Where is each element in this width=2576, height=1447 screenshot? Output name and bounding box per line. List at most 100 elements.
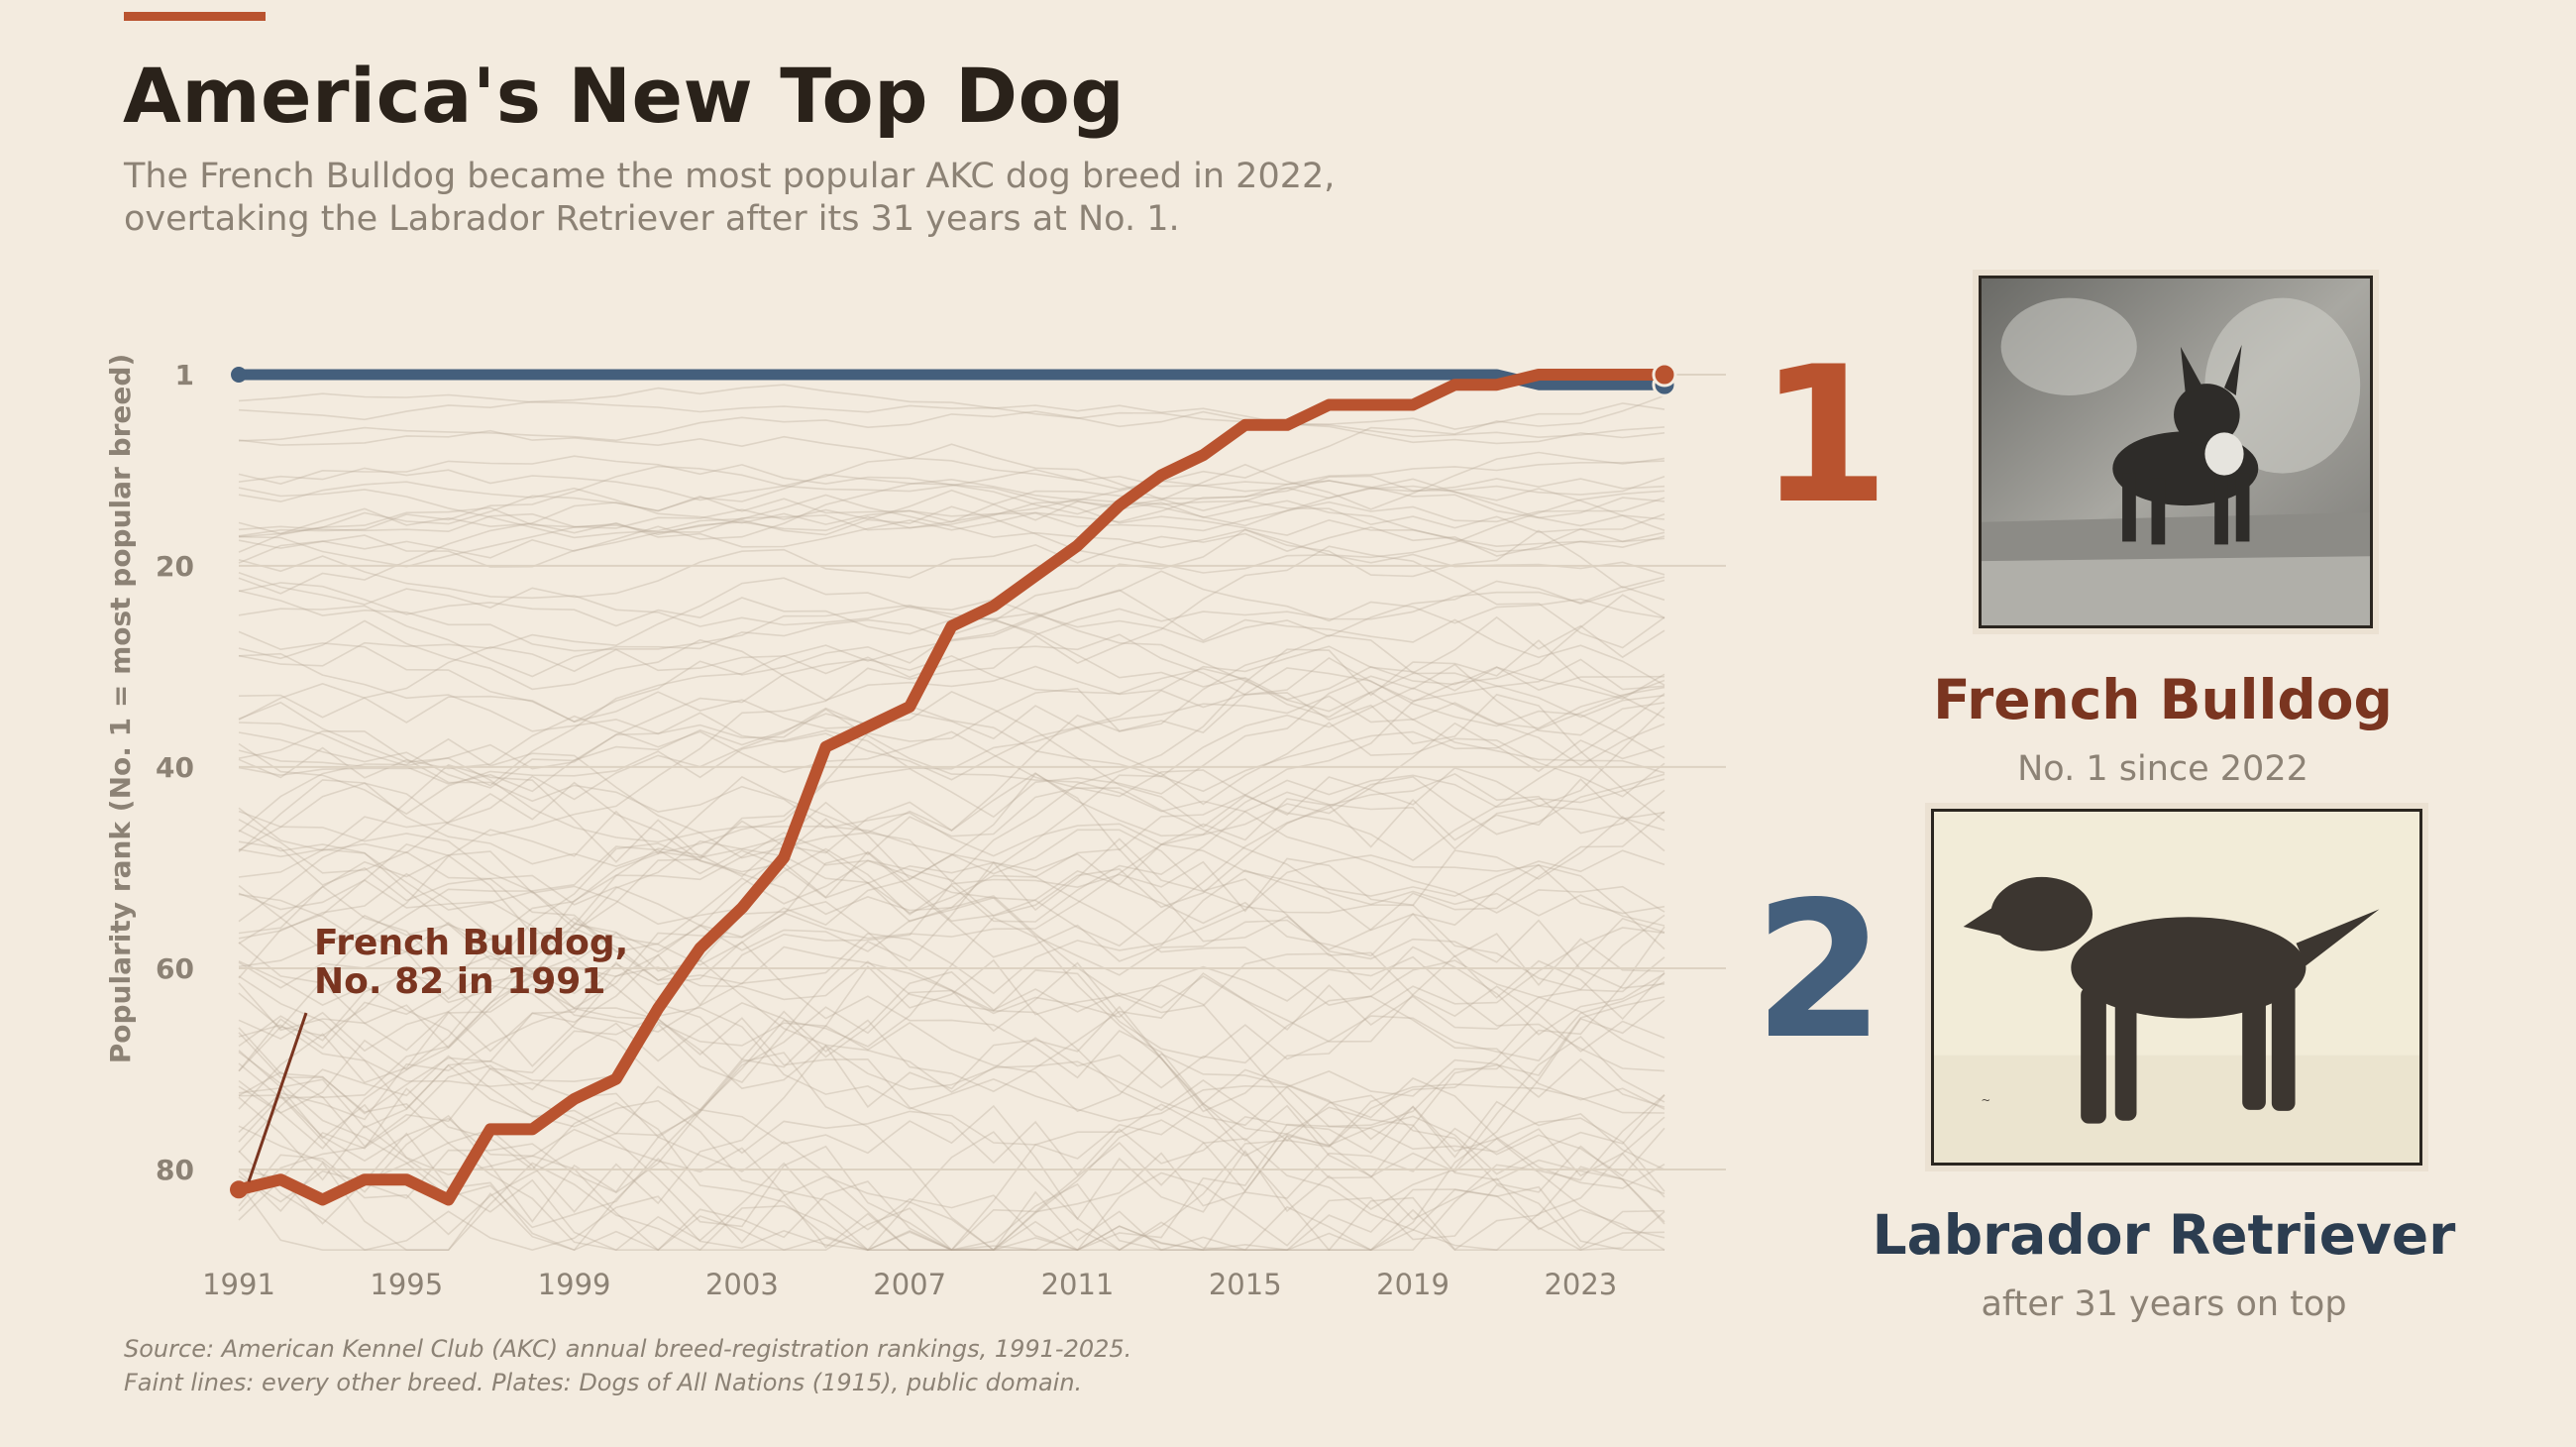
rank-1-numeral: 1 xyxy=(1759,326,1890,545)
other-breed-line xyxy=(238,594,1665,963)
other-breed-line xyxy=(238,815,1665,1114)
other-breed-line xyxy=(238,937,1665,1251)
other-breed-line xyxy=(238,526,1665,609)
other-breed-line xyxy=(238,1006,1665,1177)
other-breed-line xyxy=(238,451,1665,595)
annotation-line-1: French Bulldog, xyxy=(314,923,628,963)
rank-2-numeral: 2 xyxy=(1754,861,1885,1080)
other-breed-line xyxy=(238,927,1665,1236)
x-tick-label: 2007 xyxy=(873,1268,946,1301)
french-bulldog-start-point xyxy=(230,1180,248,1199)
other-breed-line xyxy=(238,690,1665,862)
other-breed-line xyxy=(238,922,1665,1110)
page-title: America's New Top Dog xyxy=(123,52,1126,140)
other-breed-line xyxy=(238,1132,1665,1252)
other-breed-line xyxy=(238,956,1665,1091)
other-breed-line xyxy=(238,839,1665,1052)
other-breed-line xyxy=(238,975,1665,1251)
other-breed-line xyxy=(238,687,1665,979)
other-breed-line xyxy=(238,545,1665,851)
other-breed-line xyxy=(238,478,1665,568)
accent-bar xyxy=(124,12,266,21)
other-breed-line xyxy=(238,384,1665,445)
other-breed-line xyxy=(238,1007,1665,1239)
other-breed-line xyxy=(238,467,1665,501)
footer-line-2: Faint lines: every other breed. Plates: … xyxy=(124,1369,1083,1396)
french-bulldog-note: No. 1 since 2022 xyxy=(2017,749,2308,789)
y-axis-label: Popularity rank (No. 1 = most popular br… xyxy=(104,354,137,1064)
other-breed-line xyxy=(238,954,1665,1093)
other-breed-line xyxy=(238,829,1665,1053)
other-breed-line xyxy=(238,487,1665,576)
french-bulldog-line xyxy=(233,369,1670,1206)
other-breeds-lines xyxy=(238,384,1665,1252)
other-breed-line xyxy=(238,708,1665,914)
french-bulldog-illustration xyxy=(1982,278,2370,625)
footer-line-1: Source: American Kennel Club (AKC) annua… xyxy=(124,1335,1132,1363)
other-breed-line xyxy=(238,857,1665,1115)
other-breed-line xyxy=(238,630,1665,793)
other-breed-line xyxy=(238,475,1665,553)
labrador-illustration: ~ xyxy=(1934,812,2419,1163)
other-breed-line xyxy=(238,999,1665,1251)
annotation: French Bulldog, No. 82 in 1991 xyxy=(247,923,628,1182)
other-breed-line xyxy=(238,577,1665,701)
other-breed-line xyxy=(238,773,1665,917)
other-breed-line xyxy=(238,586,1665,652)
other-breed-line xyxy=(238,654,1665,770)
y-tick-label: 40 xyxy=(156,751,194,784)
other-breed-line xyxy=(238,701,1665,1058)
labrador-name: Labrador Retriever xyxy=(1872,1203,2456,1267)
other-breed-line xyxy=(238,926,1665,1252)
other-breed-line xyxy=(238,570,1665,678)
y-tick-label: 80 xyxy=(156,1154,194,1186)
french-bulldog-end-point xyxy=(1652,362,1677,388)
x-tick-label: 1999 xyxy=(538,1268,611,1301)
french-bulldog-name: French Bulldog xyxy=(1933,668,2393,731)
other-breed-line xyxy=(238,819,1665,1072)
other-breed-line xyxy=(238,958,1665,1192)
other-breed-line xyxy=(238,500,1665,553)
other-breed-line xyxy=(238,1094,1665,1252)
other-breed-line xyxy=(238,490,1665,574)
other-breed-line xyxy=(238,455,1665,527)
y-tick-label: 60 xyxy=(156,952,194,985)
other-breed-line xyxy=(238,639,1665,968)
x-tick-label: 2003 xyxy=(705,1268,779,1301)
series-lines xyxy=(230,362,1677,1206)
other-breed-line xyxy=(238,851,1665,1110)
other-breed-line xyxy=(238,778,1665,1030)
other-breed-line xyxy=(238,942,1665,1189)
other-breed-line xyxy=(238,589,1665,719)
labrador-retriever-line xyxy=(233,369,1670,390)
other-breed-line xyxy=(238,633,1665,787)
other-breed-line xyxy=(238,766,1665,1072)
labrador-note: after 31 years on top xyxy=(1981,1284,2347,1324)
x-tick-label: 2015 xyxy=(1209,1268,1282,1301)
x-tick-labels: 1991 1995 1999 2003 2007 2011 2015 2019 2023 xyxy=(202,1268,1617,1301)
other-breed-line xyxy=(238,901,1665,1099)
french-bulldog-plate xyxy=(1973,270,2379,634)
other-breed-line xyxy=(238,854,1665,1033)
other-breed-line xyxy=(238,848,1665,1127)
labrador-retriever-start-point xyxy=(231,367,247,383)
y-tick-label: 1 xyxy=(175,359,194,391)
other-breed-line xyxy=(238,443,1665,537)
other-breed-line xyxy=(238,737,1665,859)
x-tick-label: 2019 xyxy=(1376,1268,1449,1301)
source-footer: Source: American Kennel Club (AKC) annua… xyxy=(124,1332,1131,1399)
x-tick-label: 1995 xyxy=(370,1268,443,1301)
other-breed-line xyxy=(238,852,1665,1129)
other-breed-line xyxy=(238,811,1665,976)
other-breed-line xyxy=(238,555,1665,643)
other-breed-line xyxy=(238,1068,1665,1251)
other-breed-line xyxy=(238,481,1665,532)
other-breed-line xyxy=(238,984,1665,1195)
other-breed-line xyxy=(238,715,1665,927)
other-breed-line xyxy=(238,615,1665,923)
other-breed-line xyxy=(238,473,1665,549)
other-breed-line xyxy=(238,402,1665,442)
x-tick-label: 2023 xyxy=(1544,1268,1617,1301)
other-breed-line xyxy=(238,1150,1664,1252)
